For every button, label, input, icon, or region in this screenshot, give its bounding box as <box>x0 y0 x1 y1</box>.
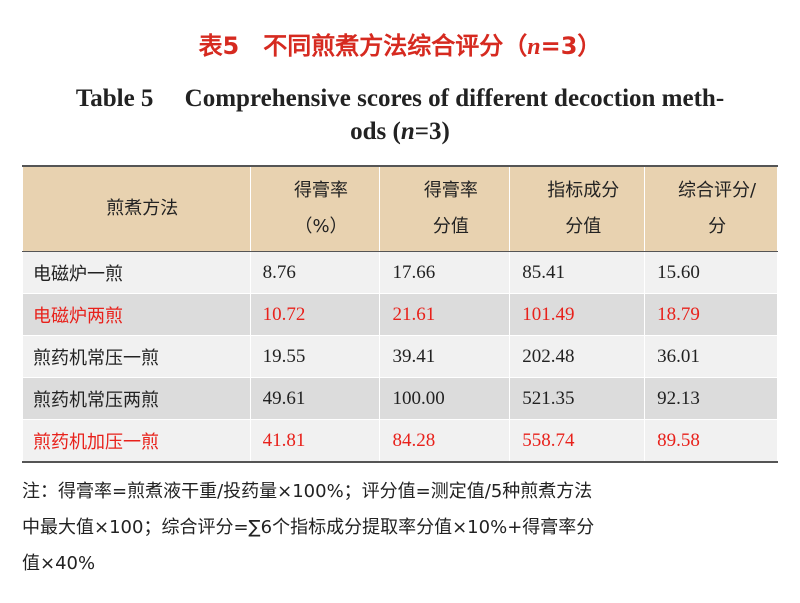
table-cell: 89.58 <box>644 419 778 463</box>
table-cell: 558.74 <box>509 419 646 463</box>
table-cell: 17.66 <box>379 251 511 294</box>
header-cell: 得膏率 （%） <box>249 165 381 252</box>
table: 煎煮方法 得膏率 （%） 得膏率 分值 指标成分 分值 综合评分/分 电磁炉一煎 8.76 17.… <box>22 165 778 463</box>
table-cell: 521.35 <box>509 377 646 420</box>
header-text: 得膏率 <box>423 180 478 201</box>
table-cell: 19.55 <box>249 335 381 378</box>
table-cell: 85.41 <box>509 251 646 294</box>
table-cell: 10.72 <box>249 293 381 336</box>
table-cell: 电磁炉两煎 <box>22 293 251 336</box>
table-cell: 18.79 <box>644 293 778 336</box>
table-cell: 36.01 <box>644 335 778 378</box>
header-text: 分值 <box>565 216 602 237</box>
table-cell: 49.61 <box>249 377 381 420</box>
title: 表5 不同煎煮方法综合评分（n=3） <box>0 26 800 61</box>
table-row: 电磁炉两煎 10.72 21.61 101.49 18.79 <box>22 293 778 336</box>
table-cell: 100.00 <box>379 377 511 420</box>
header-text: 煎煮方法 <box>106 198 179 219</box>
title-text: =3） <box>540 32 602 60</box>
header-row: 煎煮方法 得膏率 （%） 得膏率 分值 指标成分 分值 综合评分/分 <box>22 165 778 252</box>
table-cell: 21.61 <box>379 293 511 336</box>
subtitle-text: ods ( <box>350 118 401 145</box>
table-cell: 101.49 <box>509 293 646 336</box>
note-line: 中最大值×100；综合评分=∑6个指标成分提取率分值×10%+得膏率分 <box>22 517 595 538</box>
table-cell: 煎药机常压两煎 <box>22 377 251 420</box>
header-cell: 煎煮方法 <box>22 165 251 252</box>
table-cell: 92.13 <box>644 377 778 420</box>
table-cell: 电磁炉一煎 <box>22 251 251 294</box>
header-text: 指标成分 <box>547 180 620 201</box>
header-text: 得膏率 <box>294 180 348 201</box>
table-cell: 39.41 <box>379 335 511 378</box>
table-cell: 84.28 <box>379 419 511 463</box>
table-cell: 煎药机常压一煎 <box>22 335 251 378</box>
header-text: 综合评分/ <box>678 180 757 201</box>
title-var: n <box>527 34 541 60</box>
table-cell: 煎药机加压一煎 <box>22 419 251 463</box>
table-cell: 41.81 <box>249 419 381 463</box>
note-line: 值×40% <box>22 553 96 574</box>
table-row: 煎药机加压一煎 41.81 84.28 558.74 89.58 <box>22 419 778 463</box>
table-row: 电磁炉一煎 8.76 17.66 85.41 15.60 <box>22 251 778 294</box>
table-row: 煎药机常压两煎 49.61 100.00 521.35 92.13 <box>22 377 778 420</box>
header-cell: 得膏率 分值 <box>379 165 511 252</box>
subtitle: Table 5 Comprehensive scores of differen… <box>75 85 725 112</box>
subtitle-var: n <box>400 118 415 145</box>
table-cell: 15.60 <box>644 251 778 294</box>
header-text: 分 <box>708 216 727 237</box>
header-text: （%） <box>294 216 348 237</box>
note-line: 注：得膏率=煎煮液干重/投药量×100%；评分值=测定值/5种煎煮方法 <box>22 481 593 502</box>
header-cell: 指标成分 分值 <box>509 165 646 252</box>
table-body: 电磁炉一煎 8.76 17.66 85.41 15.60 电磁炉两煎 10.72 21.61 1… <box>22 251 778 463</box>
table-row: 煎药机常压一煎 19.55 39.41 202.48 36.01 <box>22 335 778 378</box>
note: 注：得膏率=煎煮液干重/投药量×100%；评分值=测定值/5种煎煮方法 中最大值×… <box>22 474 782 582</box>
table-cell: 202.48 <box>509 335 646 378</box>
subtitle-text: =3) <box>414 118 450 145</box>
table-header: 煎煮方法 得膏率 （%） 得膏率 分值 指标成分 分值 综合评分/分 <box>22 165 778 252</box>
header-cell: 综合评分/分 <box>644 165 778 252</box>
table-cell: 8.76 <box>249 251 381 294</box>
header-text: 分值 <box>432 216 469 237</box>
title-text: 表5 不同煎煮方法综合评分（ <box>198 32 528 60</box>
subtitle: ods (n=3) <box>0 118 800 146</box>
